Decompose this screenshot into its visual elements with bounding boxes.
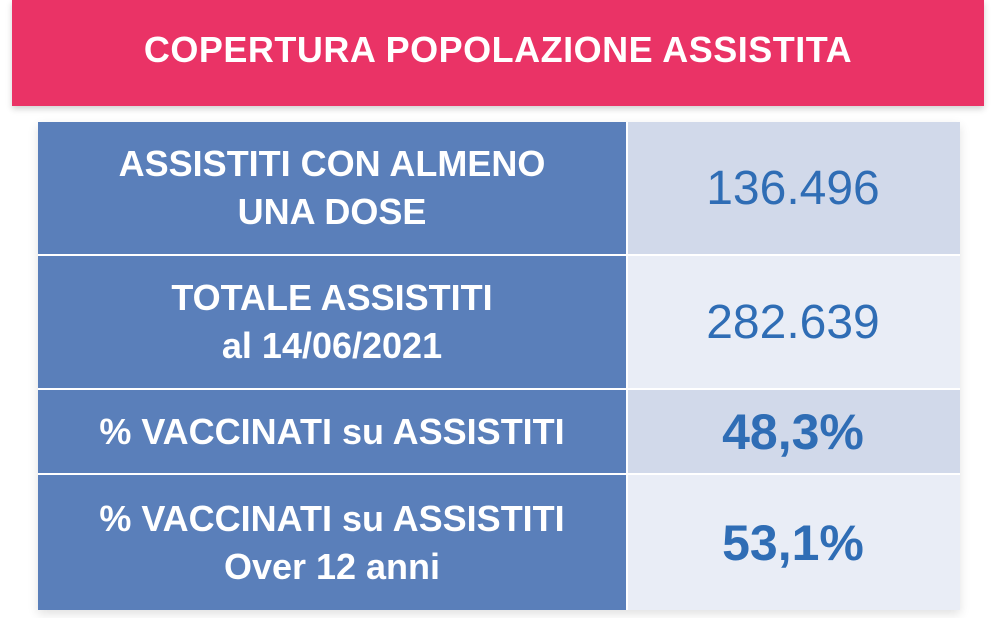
row-value-cell: 282.639 bbox=[626, 256, 960, 388]
row-label-line: TOTALE ASSISTITI bbox=[171, 277, 493, 318]
table-row: % VACCINATI su ASSISTITI 48,3% bbox=[38, 390, 960, 473]
row-label-line: UNA DOSE bbox=[237, 191, 427, 232]
total-assisted-value: 282.639 bbox=[706, 295, 880, 349]
vaccinated-percent-value: 48,3% bbox=[722, 403, 864, 460]
row-divider bbox=[38, 254, 960, 256]
row-label-line: al 14/06/2021 bbox=[221, 325, 443, 366]
assisted-at-least-one-dose-value: 136.496 bbox=[706, 161, 880, 215]
row-label-cell: TOTALE ASSISTITI al 14/06/2021 bbox=[38, 256, 626, 388]
table-row: % VACCINATI su ASSISTITI Over 12 anni 53… bbox=[38, 475, 960, 610]
row-label-line: ASSISTITI CON ALMENO bbox=[118, 143, 546, 184]
row-label-line: % VACCINATI su ASSISTITI bbox=[99, 410, 565, 452]
column-divider bbox=[626, 122, 628, 610]
row-divider bbox=[38, 473, 960, 475]
page-title: COPERTURA POPOLAZIONE ASSISTITA bbox=[143, 29, 853, 70]
row-label-cell: % VACCINATI su ASSISTITI Over 12 anni bbox=[38, 475, 626, 610]
row-divider bbox=[38, 388, 960, 390]
row-label-cell: % VACCINATI su ASSISTITI bbox=[38, 390, 626, 473]
row-value-cell: 48,3% bbox=[626, 390, 960, 473]
title-banner: COPERTURA POPOLAZIONE ASSISTITA bbox=[12, 0, 984, 106]
table-row: ASSISTITI CON ALMENO UNA DOSE 136.496 bbox=[38, 122, 960, 254]
row-label-cell: ASSISTITI CON ALMENO UNA DOSE bbox=[38, 122, 626, 254]
row-value-cell: 53,1% bbox=[626, 475, 960, 610]
vaccinated-over-12-percent-value: 53,1% bbox=[722, 514, 864, 571]
row-label-line: Over 12 anni bbox=[223, 545, 441, 587]
table-row: TOTALE ASSISTITI al 14/06/2021 282.639 bbox=[38, 256, 960, 388]
row-value-cell: 136.496 bbox=[626, 122, 960, 254]
row-label-line: % VACCINATI su ASSISTITI bbox=[99, 497, 565, 539]
coverage-table: ASSISTITI CON ALMENO UNA DOSE 136.496 TO… bbox=[38, 122, 960, 610]
